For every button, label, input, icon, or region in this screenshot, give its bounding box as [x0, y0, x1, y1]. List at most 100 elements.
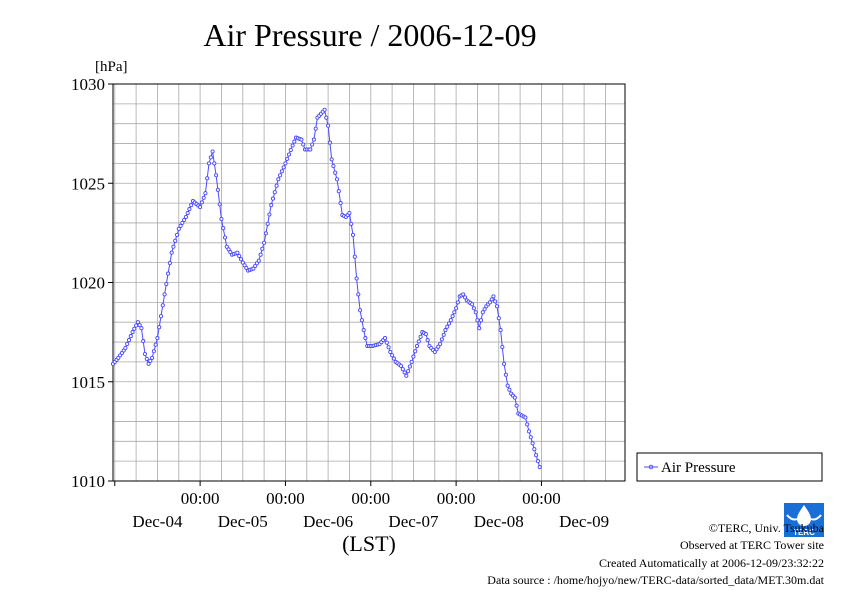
data-point-marker [262, 240, 267, 245]
y-tick-label: 1025 [71, 174, 105, 193]
y-tick-label: 1015 [71, 373, 105, 392]
data-point-marker [414, 343, 420, 349]
data-point-marker [164, 281, 169, 287]
y-tick-label: 1020 [71, 274, 105, 293]
data-point-marker [398, 363, 404, 368]
data-point-marker [423, 332, 428, 337]
x-tick-label-date: Dec-06 [303, 512, 353, 531]
x-tick-label-time: 00:00 [266, 489, 305, 508]
data-point-marker [349, 221, 354, 226]
footer-credit: ©TERC, Univ. Tsukuba [708, 521, 824, 535]
data-point-marker [221, 226, 226, 231]
data-point-marker [425, 338, 430, 343]
data-point-marker [288, 147, 293, 153]
data-point-marker [477, 326, 482, 331]
data-point-marker [322, 107, 327, 112]
data-point-marker [503, 372, 508, 377]
footer-created: Created Automatically at 2006-12-09/23:3… [599, 556, 824, 570]
data-point-marker [173, 238, 178, 243]
data-point-marker [413, 349, 418, 354]
data-point-marker [334, 177, 340, 182]
data-point-marker [313, 126, 318, 131]
data-point-marker [217, 202, 222, 207]
data-point-marker [470, 302, 475, 307]
data-point-marker [361, 328, 366, 333]
axis-tick-labels: 1010 1015 1020 1025 1030 Dec-04 00:00 Dec-05 00:… [71, 75, 609, 531]
data-point-marker [132, 326, 137, 331]
data-point-marker [350, 232, 356, 237]
data-point-marker [144, 356, 149, 361]
x-tick-label-time: 00:00 [351, 489, 390, 508]
data-point-marker [276, 177, 281, 182]
data-point-marker [384, 340, 389, 345]
data-point-marker [130, 330, 135, 335]
data-point-marker [148, 358, 153, 363]
data-point-marker [212, 161, 217, 166]
data-point-marker [496, 316, 501, 321]
data-point-marker [285, 156, 290, 161]
data-point-marker [480, 310, 485, 315]
data-point-marker [180, 220, 185, 225]
data-point-marker [240, 260, 245, 265]
data-point-marker [251, 266, 256, 271]
data-point-marker [537, 465, 542, 470]
data-point-marker [404, 373, 409, 378]
data-point-marker [167, 261, 172, 266]
data-point-marker [532, 447, 537, 452]
data-point-marker [391, 356, 396, 361]
data-point-marker [128, 334, 133, 339]
data-point-marker [238, 257, 244, 262]
data-point-marker [489, 297, 494, 302]
data-point-marker [418, 334, 423, 339]
data-point-marker [286, 152, 292, 157]
data-point-marker [446, 321, 452, 326]
data-point-marker [265, 221, 270, 226]
data-point-marker [336, 189, 341, 194]
data-point-marker [390, 353, 395, 358]
data-point-marker [452, 310, 457, 315]
data-point-marker [487, 300, 492, 305]
logo-wave [786, 514, 822, 521]
data-point-marker [160, 303, 165, 308]
data-point-marker [338, 201, 343, 206]
data-point-marker [439, 337, 444, 342]
data-point-marker [363, 336, 368, 341]
data-point-marker [169, 250, 174, 255]
data-point-marker [402, 370, 407, 375]
data-point-marker [500, 344, 505, 350]
data-point-marker [461, 292, 466, 297]
data-point-marker [382, 336, 388, 341]
x-tick-label-time: 00:00 [437, 489, 476, 508]
data-point-marker [142, 351, 148, 357]
data-point-marker [358, 308, 363, 313]
data-point-marker [162, 292, 167, 297]
y-axis-unit-label: [hPa] [95, 59, 128, 75]
x-tick-label-time: 00:00 [522, 489, 561, 508]
water-drop-icon [797, 505, 811, 526]
data-point-marker [416, 339, 421, 344]
data-point-marker [514, 403, 519, 408]
data-point-marker [235, 250, 240, 255]
data-point-marker [215, 187, 220, 192]
data-point-marker [432, 349, 437, 355]
data-point-marker [326, 123, 331, 128]
data-point-marker [352, 254, 357, 259]
data-point-marker [126, 338, 132, 343]
data-point-marker [491, 294, 496, 299]
data-point-marker [530, 441, 535, 446]
data-point-marker [254, 261, 260, 266]
data-point-marker [443, 328, 448, 333]
data-point-marker [155, 336, 160, 341]
data-point-marker [201, 195, 206, 200]
x-tick-label-date: Dec-09 [559, 512, 609, 531]
data-point-marker [157, 325, 162, 330]
data-point-marker [301, 142, 306, 147]
data-point-marker [205, 176, 210, 181]
data-point-marker [274, 183, 279, 188]
data-point-marker [151, 349, 156, 354]
data-point-marker [270, 196, 276, 201]
data-point-marker [256, 258, 261, 263]
data-point-marker [454, 306, 459, 311]
data-point-marker [203, 191, 208, 196]
